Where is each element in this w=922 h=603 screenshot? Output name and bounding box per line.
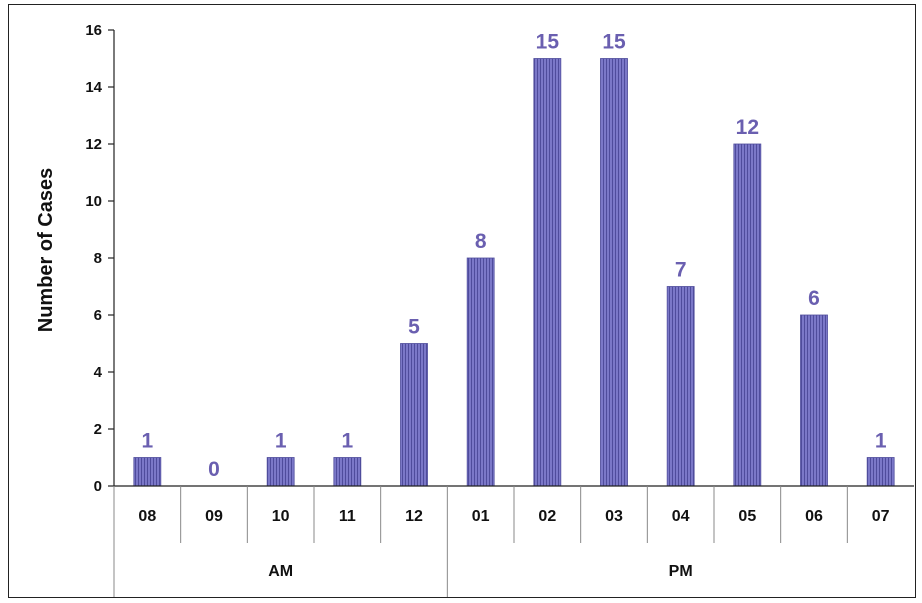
y-tick-label: 10 — [85, 193, 102, 210]
bar — [600, 58, 628, 487]
data-label: 1 — [275, 430, 287, 453]
x-category-label: 04 — [672, 508, 690, 525]
data-label: 1 — [341, 430, 353, 453]
y-tick-label: 0 — [94, 478, 102, 495]
x-category-label: 02 — [538, 508, 556, 525]
bar — [400, 343, 428, 487]
x-category-label: 11 — [339, 508, 356, 525]
y-tick-label: 12 — [85, 136, 102, 153]
data-label: 12 — [736, 116, 759, 139]
data-label: 1 — [141, 430, 153, 453]
data-label: 5 — [408, 316, 420, 339]
bar — [466, 257, 495, 487]
data-label: 8 — [475, 230, 487, 253]
x-category-label: 01 — [472, 508, 490, 525]
bar — [133, 457, 162, 487]
x-category-label: 10 — [272, 508, 290, 525]
bar — [733, 143, 762, 487]
y-axis-title: Number of Cases — [35, 168, 57, 333]
data-label: 15 — [602, 31, 626, 54]
x-group-label: AM — [268, 563, 293, 580]
data-label: 6 — [808, 287, 820, 310]
data-label: 1 — [875, 430, 887, 453]
y-tick-label: 2 — [94, 421, 102, 438]
bar — [866, 457, 895, 487]
y-tick-label: 6 — [94, 307, 102, 324]
bar — [800, 314, 828, 487]
x-category-label: 05 — [738, 508, 756, 525]
chart-frame: Number of Cases 0 2 4 6 8 10 12 14 16 1 0 1 1 5 8 15 15… — [8, 4, 916, 598]
x-axis: 08 09 10 11 12 01 02 03 04 05 06 07 AM PM — [113, 485, 914, 597]
bar — [333, 457, 362, 487]
bar — [533, 58, 562, 487]
y-tick-label: 8 — [94, 250, 102, 267]
x-category-label: 12 — [405, 508, 423, 525]
x-category-label: 03 — [605, 508, 623, 525]
data-label: 0 — [208, 458, 220, 481]
x-category-label: 09 — [205, 508, 223, 525]
y-axis: 0 2 4 6 8 10 12 14 16 — [85, 22, 115, 495]
data-label: 15 — [536, 31, 560, 54]
x-category-label: 06 — [805, 508, 823, 525]
y-tick-label: 16 — [85, 22, 102, 39]
data-label: 7 — [675, 259, 687, 282]
bar — [266, 457, 295, 487]
x-group-label: PM — [669, 563, 693, 580]
y-tick-label: 4 — [94, 364, 103, 381]
y-tick-label: 14 — [85, 79, 102, 96]
x-category-label: 07 — [872, 508, 890, 525]
x-category-label: 08 — [138, 508, 156, 525]
bar — [666, 286, 695, 487]
